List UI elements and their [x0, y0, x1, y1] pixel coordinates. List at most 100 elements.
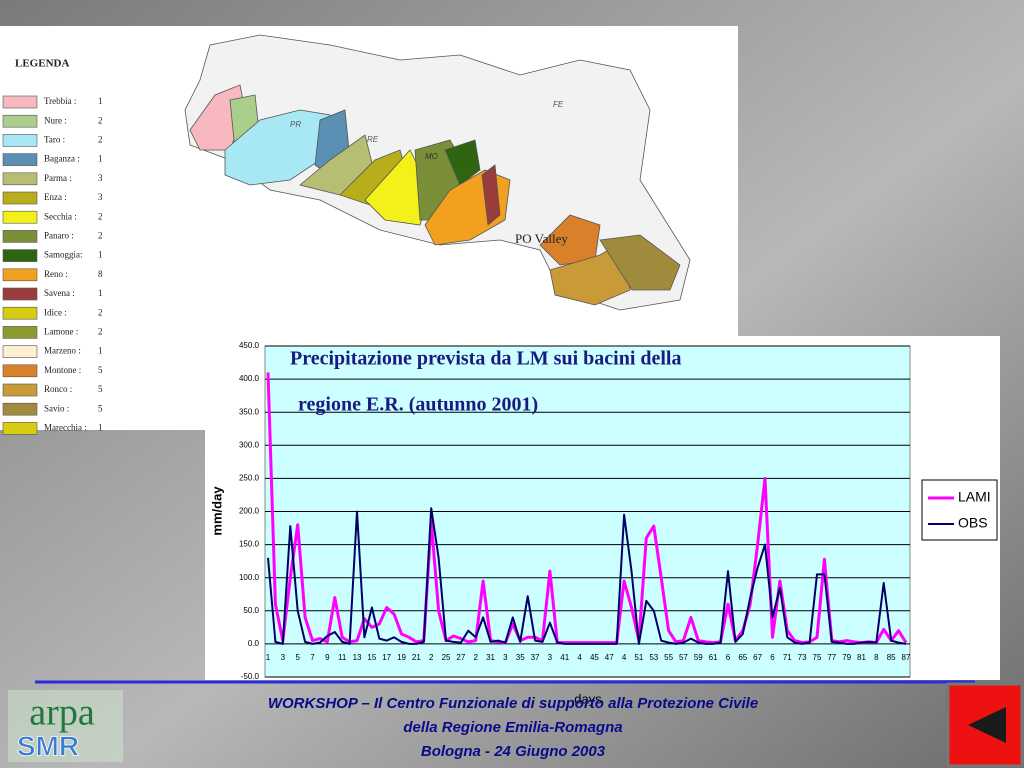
y-tick-label: 350.0 [239, 407, 260, 416]
basin [599, 234, 681, 291]
legend-swatch [2, 134, 38, 147]
legend-label: Panaro : [44, 230, 74, 240]
x-tick-label: 13 [353, 653, 362, 662]
legend-title: LEGENDA [15, 58, 69, 70]
x-tick-label: 4 [622, 653, 627, 662]
footer-line: della Regione Emilia-Romagna [403, 719, 622, 736]
x-tick-label: 57 [679, 653, 688, 662]
legend-label: Montone : [44, 365, 81, 375]
x-tick-label: 2 [473, 653, 478, 662]
legend-count: 3 [98, 173, 103, 183]
chart-title: Precipitazione prevista da LM sui bacini… [290, 348, 681, 370]
y-tick-label: 150.0 [239, 540, 260, 549]
y-tick-label: 450.0 [239, 341, 260, 350]
legend-swatch [2, 153, 38, 166]
legend-label: LAMI [958, 489, 991, 505]
x-tick-label: 61 [709, 653, 718, 662]
x-tick-label: 31 [486, 653, 495, 662]
back-button[interactable] [946, 682, 1024, 768]
legend-label: Parma : [44, 173, 72, 183]
basin [444, 139, 481, 186]
legend-count: 1 [98, 250, 103, 260]
legend-swatch [2, 114, 38, 128]
logo-text: arpa [29, 692, 95, 734]
legend-count: 1 [98, 154, 103, 164]
legend-swatch [2, 287, 38, 301]
legend-label: Savio : [44, 403, 69, 413]
x-tick-label: 75 [813, 653, 822, 662]
legend-count: 2 [98, 326, 103, 336]
legend-swatch [2, 95, 38, 109]
legend-swatch [2, 364, 38, 378]
x-tick-label: 15 [367, 653, 376, 662]
x-tick-label: 8 [874, 653, 879, 662]
legend-count: 5 [98, 384, 103, 394]
x-tick-label: 3 [281, 653, 286, 662]
legend-label: OBS [958, 515, 988, 531]
legend-label: Taro : [44, 134, 65, 144]
legend-count: 2 [98, 307, 103, 317]
x-tick-label: 11 [338, 653, 347, 662]
footer-line: WORKSHOP – Il Centro Funzionale di suppo… [268, 695, 758, 712]
legend-count: 3 [98, 192, 103, 202]
footer-line: Bologna - 24 Giugno 2003 [421, 743, 606, 760]
x-tick-label: 81 [857, 653, 866, 662]
chart: -50.0 0.0 50.0 100.0 150.0 200.0 250.0 300.0 350… [209, 341, 998, 706]
legend-count: 2 [98, 134, 103, 144]
legend-label: Lamone : [44, 326, 78, 336]
series-line [266, 372, 908, 645]
legend-swatch [2, 191, 38, 205]
legend-count: 2 [98, 115, 103, 125]
legend-count: 1 [98, 422, 103, 432]
legend-swatch [2, 172, 38, 186]
legend-label: Marecchia : [44, 422, 87, 432]
x-tick-label: 67 [753, 653, 762, 662]
x-tick-label: 37 [531, 653, 540, 662]
x-tick-label: 7 [310, 653, 315, 662]
legend-label: Secchia : [44, 211, 77, 221]
x-tick-label: 55 [664, 653, 673, 662]
legend-swatch [2, 306, 38, 320]
legend-count: 1 [98, 96, 103, 106]
x-tick-label: 9 [325, 653, 330, 662]
legend-count: 1 [98, 346, 103, 356]
x-tick-label: 79 [842, 653, 851, 662]
x-tick-label: 17 [382, 653, 391, 662]
x-axis-label: days [574, 691, 602, 706]
x-tick-label: 27 [456, 653, 465, 662]
legend-count: 8 [98, 269, 103, 279]
back-arrow[interactable] [968, 707, 1006, 743]
legend-count: 2 [98, 211, 103, 221]
y-axis-label: mm/day [209, 486, 224, 536]
chart-title: regione E.R. (autunno 2001) [298, 394, 538, 416]
basin [539, 214, 601, 266]
x-tick-label: 6 [726, 653, 731, 662]
legend-label: Ronco : [44, 384, 72, 394]
x-tick-label: 5 [295, 653, 300, 662]
legend-swatch [2, 230, 38, 243]
legend-count: 1 [98, 288, 103, 298]
x-tick-label: 45 [590, 653, 599, 662]
legend-swatch [2, 210, 38, 224]
map-label: RE [367, 135, 379, 144]
series-line [267, 507, 907, 645]
legend-label: Nure : [44, 115, 67, 125]
legend-label: Samoggia: [44, 250, 83, 260]
map-legend: Trebbia : 1 Nure : 2 Taro : 2 Baganza : 1 Parma … [2, 95, 103, 435]
y-tick-label: 400.0 [239, 374, 260, 383]
legend-label: Savena : [44, 288, 75, 298]
legend-label: Idice : [44, 307, 67, 317]
x-tick-label: 65 [738, 653, 747, 662]
x-tick-label: 4 [577, 653, 582, 662]
x-tick-label: 85 [887, 653, 896, 662]
logo: arpa SMR [8, 690, 123, 762]
legend-label: Marzeno : [44, 346, 81, 356]
x-tick-label: 19 [397, 653, 406, 662]
legend-label: Reno : [44, 269, 68, 279]
map [184, 34, 691, 311]
legend-swatch [2, 383, 38, 397]
x-tick-label: 3 [503, 653, 508, 662]
map-label: PR [290, 120, 301, 129]
x-tick-label: 35 [516, 653, 525, 662]
x-tick-label: 41 [560, 653, 569, 662]
